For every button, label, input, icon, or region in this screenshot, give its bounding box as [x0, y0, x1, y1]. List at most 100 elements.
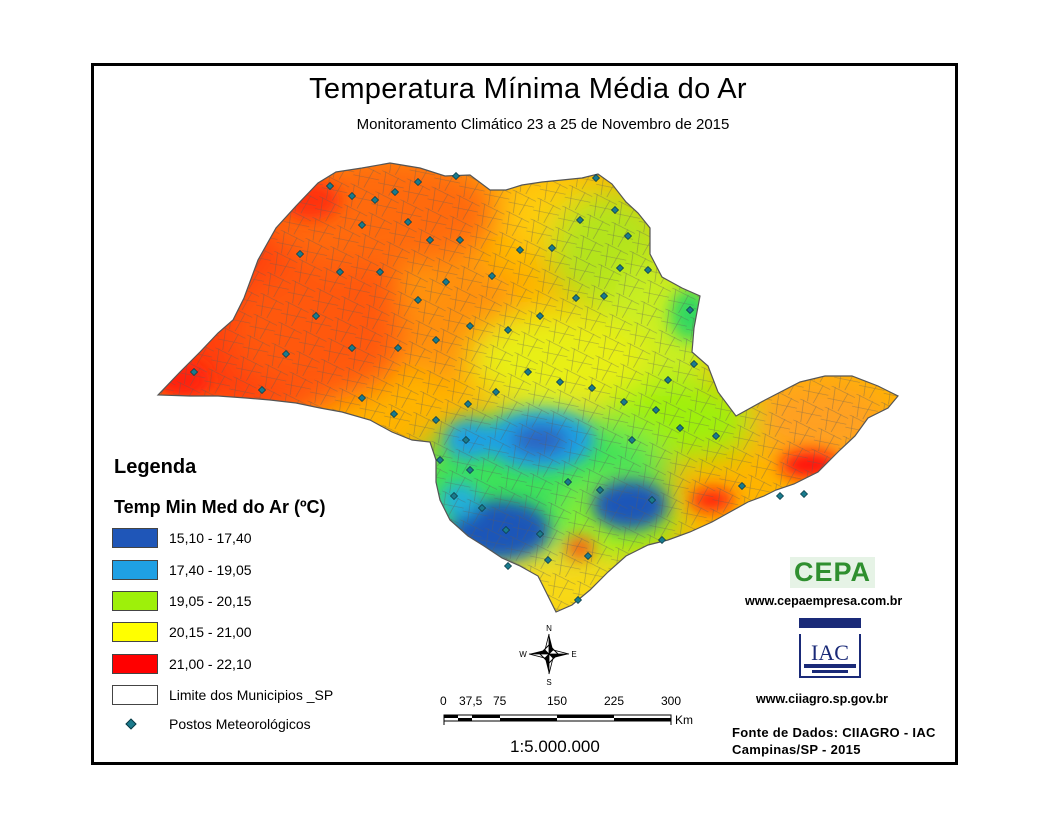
compass-e: E	[571, 650, 576, 659]
station-marker	[347, 343, 357, 353]
station-marker	[737, 481, 747, 491]
station-marker	[711, 431, 721, 441]
legend-class-label: 15,10 - 17,40	[169, 530, 252, 546]
station-marker	[599, 291, 609, 301]
station-marker	[295, 249, 305, 259]
legend-class-label: 21,00 - 22,10	[169, 656, 252, 672]
station-marker	[375, 267, 385, 277]
station-marker	[413, 295, 423, 305]
station-marker	[627, 435, 637, 445]
scale-tick: 150	[547, 694, 568, 708]
station-marker	[393, 343, 403, 353]
station-marker	[389, 409, 399, 419]
legend-swatch	[112, 528, 158, 548]
station-marker	[465, 321, 475, 331]
compass-rose: N S E W	[519, 624, 576, 687]
station-marker	[575, 215, 585, 225]
station-marker	[465, 465, 475, 475]
scale-ratio: 1:5.000.000	[510, 737, 600, 756]
station-marker	[799, 489, 809, 499]
station-marker	[455, 235, 465, 245]
station-marker	[547, 243, 557, 253]
scale-tick: 75	[493, 694, 507, 708]
station-marker	[689, 359, 699, 369]
station-marker	[663, 375, 673, 385]
station-marker	[563, 477, 573, 487]
scale-tick: 37,5	[459, 694, 483, 708]
source-line-1: Fonte de Dados: CIIAGRO - IAC	[732, 725, 936, 740]
station-marker	[657, 535, 667, 545]
station-marker	[311, 311, 321, 321]
station-marker	[189, 367, 199, 377]
legend-class-3: 19,05 - 20,15	[112, 590, 252, 612]
station-marker	[403, 217, 413, 227]
state-boundary	[156, 162, 899, 613]
legend-class-label: 19,05 - 20,15	[169, 593, 252, 609]
legend-class-5: 21,00 - 22,10	[112, 653, 252, 675]
station-marker	[449, 491, 459, 501]
legend-stations-label: Postos Meteorológicos	[169, 716, 311, 732]
cepa-logo: CEPA	[790, 557, 876, 588]
map-subtitle: Monitoramento Climático 23 a 25 de Novem…	[356, 116, 730, 133]
compass-s: S	[546, 678, 551, 687]
station-marker	[615, 263, 625, 273]
station-marker	[370, 195, 380, 205]
scale-tick: 0	[440, 694, 447, 708]
station-marker	[651, 405, 661, 415]
ciiagro-url: www.ciiagro.sp.gov.br	[756, 692, 888, 706]
scale-tick: 225	[604, 694, 625, 708]
station-marker	[431, 335, 441, 345]
station-marker	[463, 399, 473, 409]
legend-municipal-boundary: Limite dos Municipios _SP	[112, 684, 333, 706]
station-marker	[610, 205, 620, 215]
legend-heading: Legenda	[114, 456, 197, 478]
station-marker	[515, 245, 525, 255]
station-marker	[425, 235, 435, 245]
station-marker	[591, 173, 601, 183]
legend-class-label: 20,15 - 21,00	[169, 624, 252, 640]
station-marker	[435, 455, 445, 465]
station-marker	[647, 495, 657, 505]
station-marker	[477, 503, 487, 513]
legend-swatch	[112, 560, 158, 580]
station-marker	[501, 525, 511, 535]
compass-n: N	[546, 624, 552, 633]
station-marker	[491, 387, 501, 397]
legend-class-label: 17,40 - 19,05	[169, 562, 252, 578]
station-diamond-icon	[125, 718, 137, 730]
station-marker	[623, 231, 633, 241]
station-marker	[595, 485, 605, 495]
station-marker	[503, 325, 513, 335]
station-marker	[619, 397, 629, 407]
station-marker	[325, 181, 335, 191]
legend-swatch	[112, 622, 158, 642]
map-title: Temperatura Mínima Média do Ar	[309, 73, 747, 105]
station-marker	[685, 305, 695, 315]
station-marker	[335, 267, 345, 277]
legend-class-1: 15,10 - 17,40	[112, 527, 252, 549]
station-marker	[535, 311, 545, 321]
legend-stations: Postos Meteorológicos	[125, 716, 311, 732]
station-markers	[189, 171, 809, 605]
station-marker	[357, 393, 367, 403]
station-marker	[571, 293, 581, 303]
station-marker	[587, 383, 597, 393]
legend-variable: Temp Min Med do Ar (ºC)	[114, 497, 326, 517]
station-marker	[583, 551, 593, 561]
station-marker	[675, 423, 685, 433]
station-marker	[390, 187, 400, 197]
station-marker	[461, 435, 471, 445]
legend-swatch-empty	[112, 685, 158, 705]
station-marker	[441, 277, 451, 287]
station-marker	[523, 367, 533, 377]
station-marker	[451, 171, 461, 181]
iac-logo-text: IAC	[811, 640, 849, 665]
station-marker	[775, 491, 785, 501]
station-marker	[357, 220, 367, 230]
legend-class-4: 20,15 - 21,00	[112, 621, 252, 643]
source-line-2: Campinas/SP - 2015	[732, 742, 861, 757]
cepa-url: www.cepaempresa.com.br	[745, 594, 903, 608]
station-marker	[543, 555, 553, 565]
station-marker	[503, 561, 513, 571]
station-marker	[413, 177, 423, 187]
